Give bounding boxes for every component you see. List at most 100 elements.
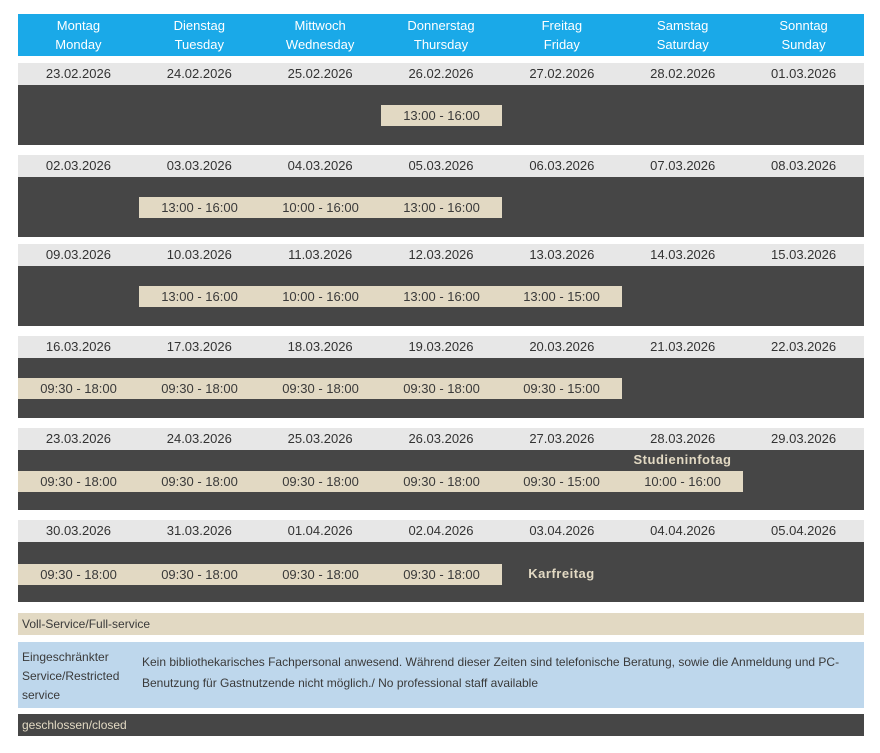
date-row: 02.03.2026 03.03.2026 04.03.2026 05.03.2026… [18, 155, 864, 177]
header-sunday: Sonntag Sunday [779, 18, 828, 52]
opening-hours-slot: 09:30 - 18:00 [381, 564, 502, 585]
opening-hours-slot: 09:30 - 18:00 [18, 378, 139, 399]
special-day-label: Karfreitag [528, 566, 595, 581]
opening-hours-slot: 13:00 - 16:00 [381, 197, 502, 218]
date-row: 30.03.2026 31.03.2026 01.04.2026 02.04.2026… [18, 520, 864, 542]
opening-hours-slot: 13:00 - 15:00 [501, 286, 622, 307]
date-cell: 14.03.2026 [650, 247, 716, 262]
weekday-header: Montag Monday Dienstag Tuesday Mittwoch Wed… [18, 14, 864, 56]
date-cell: 18.03.2026 [287, 339, 353, 354]
date-cell: 28.03.2026 [650, 431, 716, 446]
date-cell: 26.02.2026 [408, 66, 474, 81]
opening-hours-slot: 09:30 - 18:00 [139, 564, 260, 585]
date-cell: 09.03.2026 [45, 247, 111, 262]
legend-closed: geschlossen/closed [18, 714, 864, 736]
date-cell: 25.02.2026 [287, 66, 353, 81]
header-wednesday: Mittwoch Wednesday [285, 18, 355, 52]
date-row: 23.02.2026 24.02.2026 25.02.2026 26.02.2026… [18, 63, 864, 85]
header-thursday: Donnerstag Thursday [407, 18, 475, 52]
date-cell: 30.03.2026 [45, 523, 111, 538]
date-cell: 23.02.2026 [45, 66, 111, 81]
date-cell: 13.03.2026 [529, 247, 595, 262]
special-day-label: Studieninfotag [633, 452, 732, 467]
hours-row: 13:00 - 16:00 10:00 - 16:00 13:00 - 16:00 1… [18, 266, 864, 326]
date-cell: 28.02.2026 [650, 66, 716, 81]
date-cell: 01.04.2026 [287, 523, 353, 538]
date-cell: 27.03.2026 [529, 431, 595, 446]
date-cell: 23.03.2026 [45, 431, 111, 446]
legend-full-service-label: Voll-Service/Full-service [22, 617, 151, 631]
date-cell: 02.03.2026 [45, 158, 111, 173]
opening-hours-slot: 09:30 - 18:00 [381, 378, 502, 399]
opening-hours-slot: 09:30 - 18:00 [18, 471, 139, 492]
hours-row: 09:30 - 18:00 09:30 - 18:00 09:30 - 18:00 0… [18, 542, 864, 602]
date-cell: 04.04.2026 [650, 523, 716, 538]
date-cell: 11.03.2026 [288, 247, 353, 262]
opening-hours-slot: 10:00 - 16:00 [260, 286, 381, 307]
date-cell: 05.04.2026 [771, 523, 837, 538]
opening-hours-slot: 09:30 - 18:00 [139, 471, 260, 492]
date-cell: 02.04.2026 [408, 523, 474, 538]
date-cell: 03.04.2026 [529, 523, 595, 538]
legend-closed-label: geschlossen/closed [22, 718, 127, 732]
date-cell: 24.02.2026 [166, 66, 232, 81]
date-cell: 06.03.2026 [529, 158, 595, 173]
hours-row: 09:30 - 18:00 09:30 - 18:00 09:30 - 18:00 0… [18, 450, 864, 510]
hours-row: 13:00 - 16:00 10:00 - 16:00 13:00 - 16:00 [18, 177, 864, 237]
opening-hours-slot: 10:00 - 16:00 [260, 197, 381, 218]
date-cell: 25.03.2026 [287, 431, 353, 446]
date-cell: 08.03.2026 [771, 158, 837, 173]
opening-hours-slot: 10:00 - 16:00 [622, 471, 743, 492]
date-row: 09.03.2026 10.03.2026 11.03.2026 12.03.2026… [18, 244, 864, 266]
date-cell: 20.03.2026 [529, 339, 595, 354]
date-row: 23.03.2026 24.03.2026 25.03.2026 26.03.2026… [18, 428, 864, 450]
week-row: 30.03.2026 31.03.2026 01.04.2026 02.04.2026… [18, 520, 864, 602]
date-cell: 05.03.2026 [408, 158, 474, 173]
date-row: 16.03.2026 17.03.2026 18.03.2026 19.03.2026… [18, 336, 864, 358]
legend-restricted-text: Kein bibliothekarisches Fachpersonal anw… [142, 655, 840, 690]
header-saturday: Samstag Saturday [656, 18, 709, 52]
date-cell: 21.03.2026 [650, 339, 716, 354]
week-row: 02.03.2026 03.03.2026 04.03.2026 05.03.2026… [18, 155, 864, 237]
opening-hours-slot: 13:00 - 16:00 [139, 197, 260, 218]
header-monday: Montag Monday [55, 18, 102, 52]
hours-row: 13:00 - 16:00 [18, 85, 864, 145]
week-row: 09.03.2026 10.03.2026 11.03.2026 12.03.2026… [18, 244, 864, 326]
opening-hours-slot: 13:00 - 16:00 [139, 286, 260, 307]
date-cell: 12.03.2026 [408, 247, 474, 262]
date-cell: 29.03.2026 [771, 431, 837, 446]
legend-full-service: Voll-Service/Full-service [18, 613, 864, 635]
date-cell: 10.03.2026 [166, 247, 232, 262]
opening-hours-slot: 13:00 - 16:00 [381, 286, 502, 307]
opening-hours-slot: 09:30 - 18:00 [260, 378, 381, 399]
hours-row: 09:30 - 18:00 09:30 - 18:00 09:30 - 18:00 0… [18, 358, 864, 418]
date-cell: 15.03.2026 [771, 247, 837, 262]
date-cell: 22.03.2026 [771, 339, 837, 354]
date-cell: 27.02.2026 [529, 66, 595, 81]
header-tuesday: Dienstag Tuesday [173, 18, 225, 52]
opening-hours-slot: 09:30 - 15:00 [501, 471, 622, 492]
opening-hours-slot: 13:00 - 16:00 [381, 105, 502, 126]
date-cell: 26.03.2026 [408, 431, 474, 446]
date-cell: 16.03.2026 [45, 339, 111, 354]
legend-restricted-label: Eingeschränkter Service/Restricted servi… [22, 650, 120, 702]
week-row: 16.03.2026 17.03.2026 18.03.2026 19.03.2026… [18, 336, 864, 418]
opening-hours-slot: 09:30 - 18:00 [381, 471, 502, 492]
date-cell: 19.03.2026 [408, 339, 474, 354]
date-cell: 31.03.2026 [166, 523, 232, 538]
opening-hours-slot: 09:30 - 18:00 [18, 564, 139, 585]
date-cell: 04.03.2026 [287, 158, 353, 173]
date-cell: 07.03.2026 [650, 158, 716, 173]
header-friday: Freitag Friday [541, 18, 583, 52]
opening-hours-slot: 09:30 - 18:00 [260, 471, 381, 492]
date-cell: 03.03.2026 [166, 158, 232, 173]
date-cell: 01.03.2026 [771, 66, 837, 81]
date-cell: 17.03.2026 [166, 339, 232, 354]
opening-hours-slot: 09:30 - 18:00 [139, 378, 260, 399]
week-row: 23.02.2026 24.02.2026 25.02.2026 26.02.2026… [18, 63, 864, 145]
legend-restricted-service: Eingeschränkter Service/Restricted servi… [18, 642, 864, 708]
opening-hours-slot: 09:30 - 18:00 [260, 564, 381, 585]
week-row: 23.03.2026 24.03.2026 25.03.2026 26.03.2026… [18, 428, 864, 510]
opening-hours-slot: 09:30 - 15:00 [501, 378, 622, 399]
date-cell: 24.03.2026 [166, 431, 232, 446]
